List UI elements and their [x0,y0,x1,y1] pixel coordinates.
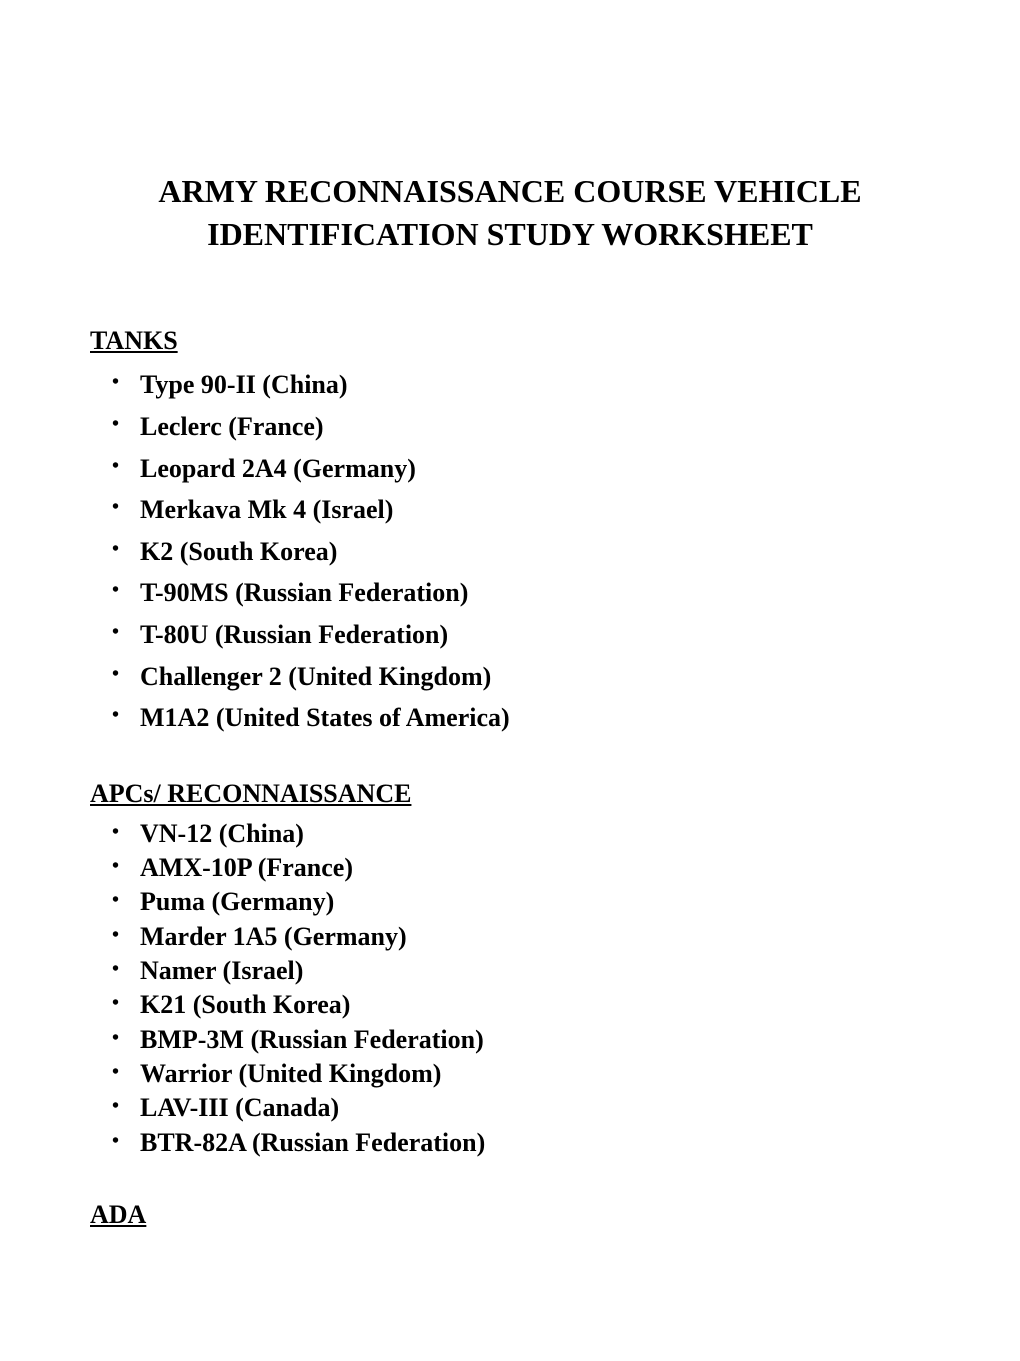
list-item: Puma (Germany) [140,885,930,919]
list-item: K21 (South Korea) [140,988,930,1022]
list-item: Type 90-II (China) [140,364,930,406]
section-apcs: APCs/ RECONNAISSANCE VN-12 (China) AMX-1… [90,779,930,1160]
tanks-list: Type 90-II (China) Leclerc (France) Leop… [90,364,930,738]
list-item: Merkava Mk 4 (Israel) [140,489,930,531]
list-item: LAV-III (Canada) [140,1091,930,1125]
list-item: Leopard 2A4 (Germany) [140,448,930,490]
list-item: Leclerc (France) [140,406,930,448]
section-heading-tanks: TANKS [90,326,930,356]
list-item: T-80U (Russian Federation) [140,614,930,656]
title-line-2: IDENTIFICATION STUDY WORKSHEET [207,216,813,252]
document-title: ARMY RECONNAISSANCE COURSE VEHICLE IDENT… [90,170,930,256]
list-item: Warrior (United Kingdom) [140,1057,930,1091]
list-item: Challenger 2 (United Kingdom) [140,656,930,698]
list-item: Marder 1A5 (Germany) [140,920,930,954]
apcs-list: VN-12 (China) AMX-10P (France) Puma (Ger… [90,817,930,1160]
list-item: M1A2 (United States of America) [140,697,930,739]
list-item: BMP-3M (Russian Federation) [140,1023,930,1057]
list-item: AMX-10P (France) [140,851,930,885]
section-heading-ada: ADA [90,1200,930,1230]
list-item: Namer (Israel) [140,954,930,988]
section-heading-apcs: APCs/ RECONNAISSANCE [90,779,930,809]
section-tanks: TANKS Type 90-II (China) Leclerc (France… [90,326,930,738]
title-line-1: ARMY RECONNAISSANCE COURSE VEHICLE [158,173,861,209]
list-item: VN-12 (China) [140,817,930,851]
list-item: T-90MS (Russian Federation) [140,572,930,614]
list-item: BTR-82A (Russian Federation) [140,1126,930,1160]
section-ada: ADA [90,1200,930,1230]
list-item: K2 (South Korea) [140,531,930,573]
